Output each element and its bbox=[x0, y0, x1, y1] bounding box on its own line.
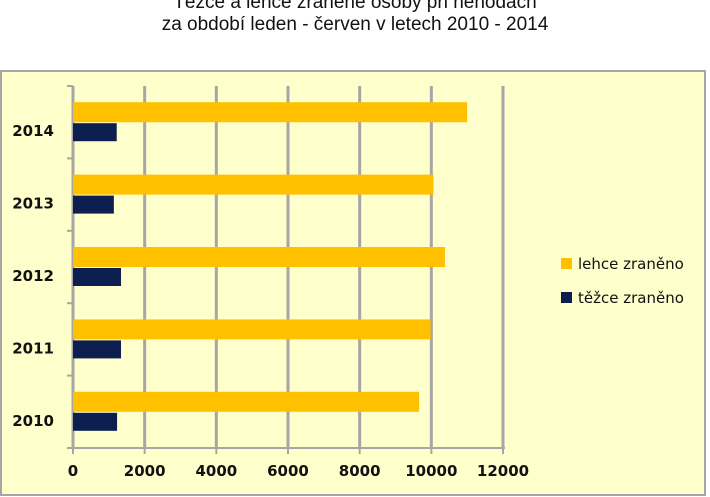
legend-label-0: lehce zraněno bbox=[578, 255, 684, 273]
category-label-2012: 2012 bbox=[12, 267, 54, 285]
bar-tezce-2011 bbox=[73, 340, 122, 359]
x-tick-label: 8000 bbox=[339, 462, 381, 480]
legend-label-1: těžce zraněno bbox=[578, 289, 684, 307]
x-tick-label: 6000 bbox=[267, 462, 309, 480]
bar-tezce-2013 bbox=[73, 195, 114, 214]
x-tick-label: 2000 bbox=[124, 462, 166, 480]
category-label-2010: 2010 bbox=[12, 412, 54, 430]
x-tick-label: 10000 bbox=[405, 462, 457, 480]
bar-lehce-2013 bbox=[73, 174, 434, 195]
bar-lehce-2012 bbox=[73, 247, 445, 267]
category-label-2013: 2013 bbox=[12, 195, 54, 213]
category-label-2011: 2011 bbox=[12, 339, 54, 357]
legend-swatch-1 bbox=[561, 292, 572, 303]
bar-lehce-2010 bbox=[73, 391, 420, 412]
category-label-2014: 2014 bbox=[12, 122, 54, 140]
chart-subtitle: za období leden - červen v letech 2010 -… bbox=[161, 14, 549, 35]
chart-title: Těžce a lehce zraněné osoby při nehodách bbox=[173, 0, 537, 13]
bars bbox=[73, 102, 468, 431]
legend: lehce zraněno těžce zraněno bbox=[561, 255, 684, 307]
legend-swatch-0 bbox=[561, 258, 572, 269]
bar-tezce-2012 bbox=[73, 268, 122, 286]
x-tick-label: 4000 bbox=[195, 462, 237, 480]
category-labels: 2010 2011 2012 2013 2014 bbox=[12, 122, 54, 430]
x-tick-label: 0 bbox=[68, 462, 78, 480]
chart-title-block: Těžce a lehce zraněné osoby při nehodách… bbox=[0, 0, 710, 36]
bar-tezce-2010 bbox=[73, 412, 118, 431]
bar-lehce-2011 bbox=[73, 319, 431, 340]
x-tick-labels: 0 2000 4000 6000 8000 10000 12000 bbox=[68, 462, 529, 480]
bar-tezce-2014 bbox=[73, 123, 117, 142]
bar-lehce-2014 bbox=[73, 102, 468, 123]
x-tick-label: 12000 bbox=[477, 462, 529, 480]
